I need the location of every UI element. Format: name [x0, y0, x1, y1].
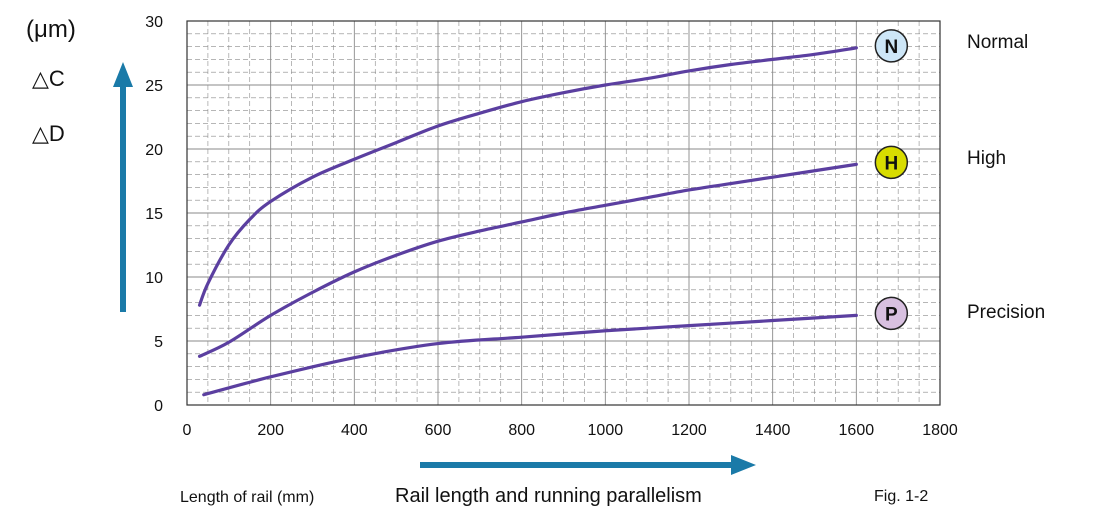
x-tick-label: 400 — [341, 422, 368, 439]
y-tick-label: 15 — [145, 206, 163, 223]
y-tick-label: 10 — [145, 270, 163, 287]
series-marker-high — [874, 145, 909, 180]
x-tick-label: 1800 — [922, 422, 958, 439]
unit-label: (μm) — [26, 16, 76, 43]
y-tick-label: 20 — [145, 142, 163, 159]
series-marker-normal — [874, 29, 909, 63]
figure-number: Fig. 1-2 — [874, 488, 929, 505]
ylabel-delta-d: △D — [32, 121, 65, 146]
plot-frame — [186, 20, 941, 406]
class-label-normal: Normal — [967, 32, 1029, 53]
x-tick-label: 1600 — [839, 422, 875, 439]
y-tick-label: 25 — [145, 78, 163, 95]
x-tick-label: 800 — [508, 422, 535, 439]
series-marker-precision — [874, 296, 909, 331]
series-line-precision — [202, 313, 858, 397]
x-tick-label: 200 — [257, 422, 284, 439]
axis-arrows — [113, 62, 756, 475]
x-tick-label: 1200 — [671, 422, 707, 439]
series-marker-letter: H — [884, 153, 898, 174]
series-markers: N H P — [874, 29, 909, 331]
series-marker-letter: N — [884, 37, 898, 58]
series-line-normal — [197, 46, 858, 307]
class-label-precision: Precision — [967, 302, 1046, 323]
y-tick-label: 30 — [145, 14, 163, 31]
y-tick-label: 5 — [154, 334, 163, 351]
x-tick-label: 1400 — [755, 422, 791, 439]
y-tick-label: 0 — [154, 398, 163, 415]
series-marker-letter: P — [885, 304, 898, 325]
x-direction-arrow-head — [731, 455, 756, 475]
tick-labels: 0 200 400 600 800 1000 1200 1400 1600 1800 0 5 10 15 2… — [145, 14, 958, 439]
y-direction-arrow-head — [113, 62, 133, 87]
ylabel-delta-c: △C — [32, 66, 65, 91]
chart-caption: Rail length and running parallelism — [395, 485, 702, 507]
series-lines — [197, 46, 858, 397]
x-tick-label: 0 — [183, 422, 192, 439]
class-label-high: High — [967, 148, 1007, 169]
x-tick-label: 1000 — [588, 422, 624, 439]
x-tick-label: 600 — [425, 422, 452, 439]
x-axis-label: Length of rail (mm) — [180, 489, 315, 506]
series-line-high — [197, 162, 858, 358]
